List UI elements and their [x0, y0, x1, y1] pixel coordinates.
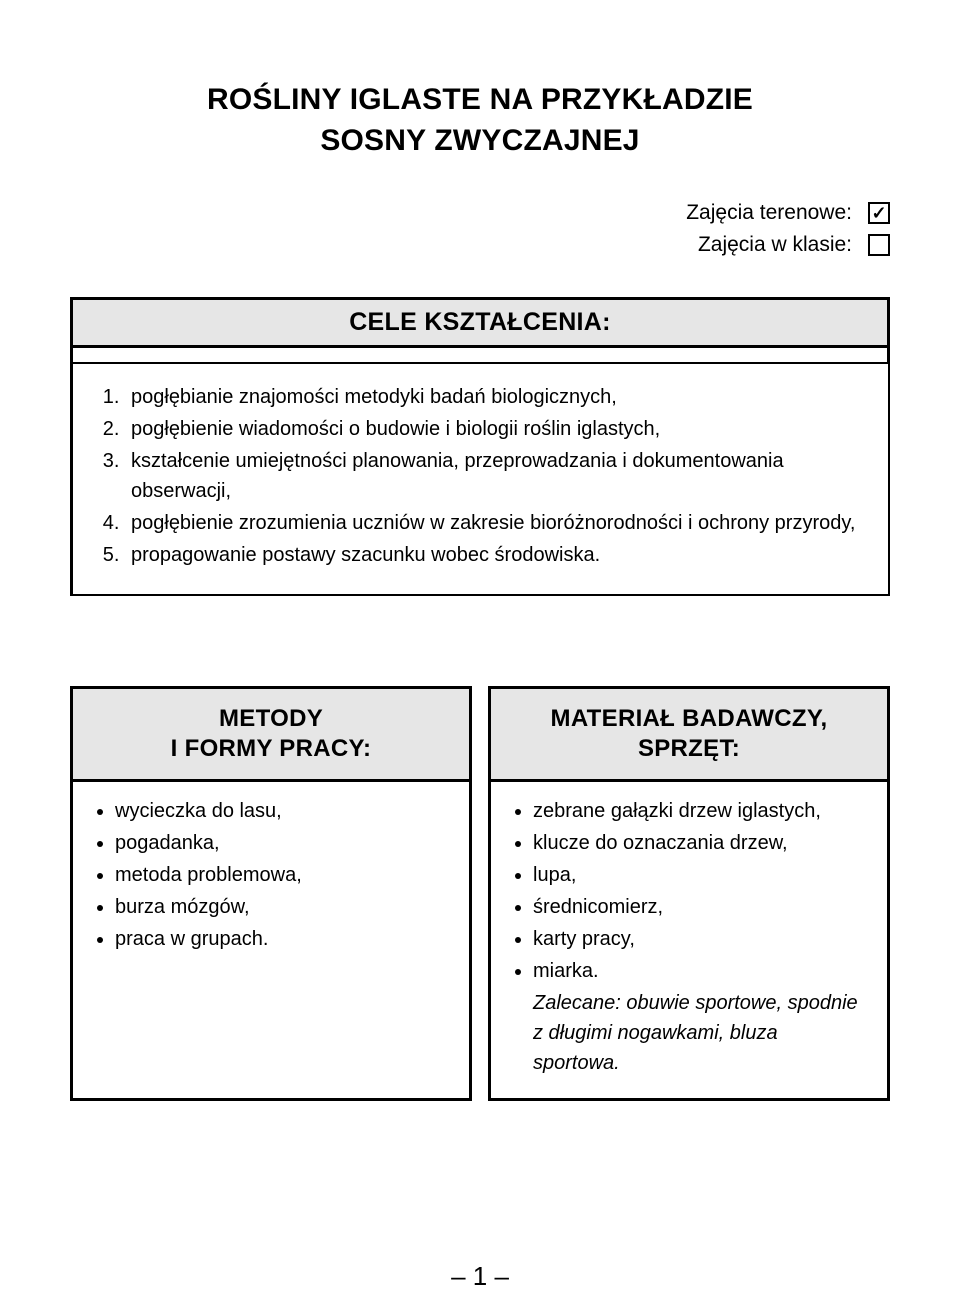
checkbox-classroom[interactable] [868, 234, 890, 256]
methods-list-item: pogadanka, [115, 828, 451, 858]
title-line-2: SOSNY ZWYCZAJNEJ [320, 124, 639, 157]
materials-header: MATERIAŁ BADAWCZY,SPRZĘT: [491, 689, 887, 782]
option-classroom: Zajęcia w klasie: [652, 233, 890, 257]
materials-list-item: karty pracy, [533, 924, 869, 954]
materials-list-item: miarka. [533, 956, 869, 986]
page-number: – 1 – [0, 1261, 960, 1292]
two-column-row: METODYI FORMY PRACY: wycieczka do lasu,p… [70, 686, 890, 1101]
methods-box: METODYI FORMY PRACY: wycieczka do lasu,p… [70, 686, 472, 1101]
materials-list-item: klucze do oznaczania drzew, [533, 828, 869, 858]
lesson-plan-page: ROŚLINY IGLASTE NA PRZYKŁADZIE SOSNY ZWY… [0, 0, 960, 1312]
materials-list: zebrane gałązki drzew iglastych,klucze d… [509, 796, 869, 986]
methods-header: METODYI FORMY PRACY: [73, 689, 469, 782]
methods-list-item: wycieczka do lasu, [115, 796, 451, 826]
methods-list: wycieczka do lasu,pogadanka,metoda probl… [91, 796, 451, 954]
goals-list: pogłębianie znajomości metodyki badań bi… [89, 382, 860, 570]
goals-list-item: pogłębianie znajomości metodyki badań bi… [125, 382, 860, 412]
goals-list-item: propagowanie postawy szacunku wobec środ… [125, 540, 860, 570]
page-title: ROŚLINY IGLASTE NA PRZYKŁADZIE SOSNY ZWY… [70, 80, 890, 161]
methods-list-item: burza mózgów, [115, 892, 451, 922]
materials-list-item: średnicomierz, [533, 892, 869, 922]
option-field-trip: Zajęcia terenowe: ✓ [652, 201, 890, 225]
goals-inner: pogłębianie znajomości metodyki badań bi… [73, 362, 890, 596]
materials-body: zebrane gałązki drzew iglastych,klucze d… [491, 782, 887, 1098]
title-line-1: ROŚLINY IGLASTE NA PRZYKŁADZIE [207, 83, 753, 116]
materials-list-item: zebrane gałązki drzew iglastych, [533, 796, 869, 826]
goals-list-item: kształcenie umiejętności planowania, prz… [125, 446, 860, 506]
goals-box: CELE KSZTAŁCENIA: pogłębianie znajomości… [70, 297, 890, 596]
goals-list-item: pogłębienie wiadomości o budowie i biolo… [125, 414, 860, 444]
option-class-label: Zajęcia w klasie: [652, 233, 852, 257]
option-field-label: Zajęcia terenowe: [652, 201, 852, 225]
materials-list-item: lupa, [533, 860, 869, 890]
goals-body-wrap: pogłębianie znajomości metodyki badań bi… [73, 362, 887, 596]
methods-list-item: praca w grupach. [115, 924, 451, 954]
materials-box: MATERIAŁ BADAWCZY,SPRZĘT: zebrane gałązk… [488, 686, 890, 1101]
checkbox-field-trip[interactable]: ✓ [868, 202, 890, 224]
methods-list-item: metoda problemowa, [115, 860, 451, 890]
methods-body: wycieczka do lasu,pogadanka,metoda probl… [73, 782, 469, 976]
materials-note: Zalecane: obuwie sportowe, spodnie z dłu… [509, 988, 869, 1078]
lesson-type-options: Zajęcia terenowe: ✓ Zajęcia w klasie: [70, 201, 890, 257]
goals-list-item: pogłębienie zrozumienia uczniów w zakres… [125, 508, 860, 538]
goals-header: CELE KSZTAŁCENIA: [73, 300, 887, 348]
